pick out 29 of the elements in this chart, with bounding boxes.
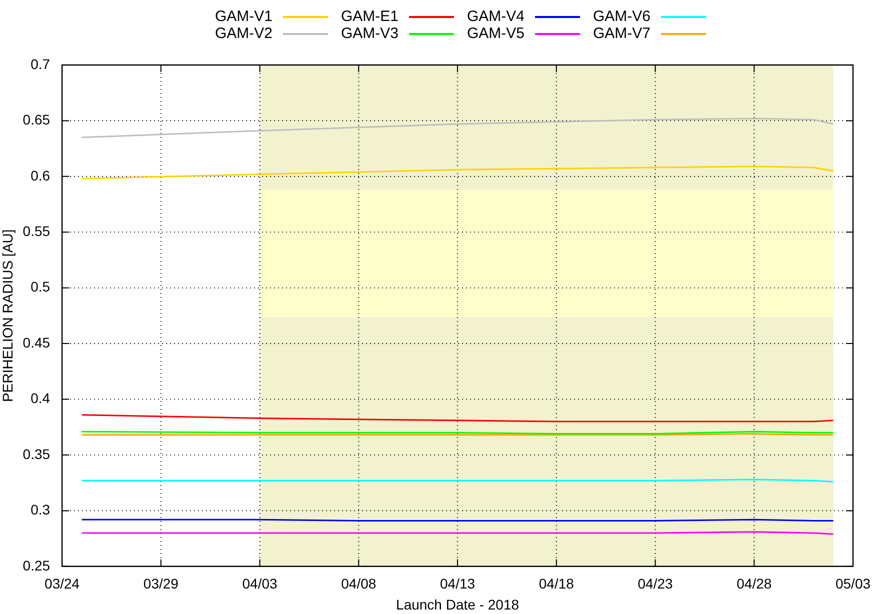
y-axis-title: PERIHELION RADIUS [AU] (0, 229, 16, 402)
y-tick-label: 0.65 (22, 112, 50, 128)
x-tick-label: 03/24 (44, 576, 80, 592)
legend-label: GAM-V5 (467, 25, 525, 42)
y-tick-label: 0.3 (30, 502, 50, 518)
x-tick-label: 04/28 (736, 576, 772, 592)
x-axis-title: Launch Date - 2018 (396, 596, 520, 612)
x-tick-label: 04/13 (440, 576, 476, 592)
y-tick-label: 0.4 (30, 390, 50, 406)
legend-label: GAM-V1 (215, 8, 273, 25)
y-tick-label: 0.35 (22, 446, 50, 462)
x-tick-label: 04/18 (538, 576, 574, 592)
y-tick-label: 0.5 (30, 278, 50, 295)
legend-label: GAM-E1 (341, 8, 399, 25)
y-tick-label: 0.25 (22, 557, 50, 574)
x-tick-label: 05/03 (835, 576, 871, 592)
y-tick-label: 0.55 (22, 222, 50, 239)
legend-label: GAM-V7 (593, 25, 651, 42)
legend-label: GAM-V4 (467, 8, 525, 25)
legend-label: GAM-V6 (593, 8, 651, 25)
y-tick-label: 0.6 (30, 167, 50, 184)
y-tick-label: 0.45 (22, 334, 50, 350)
x-tick-label: 03/29 (143, 576, 179, 592)
x-tick-label: 04/08 (341, 576, 376, 592)
legend-label: GAM-V3 (341, 25, 399, 42)
x-tick-label: 04/03 (242, 576, 278, 592)
y-tick-label: 0.7 (30, 56, 50, 72)
legend-label: GAM-V2 (215, 25, 273, 42)
x-tick-label: 04/23 (638, 576, 673, 592)
